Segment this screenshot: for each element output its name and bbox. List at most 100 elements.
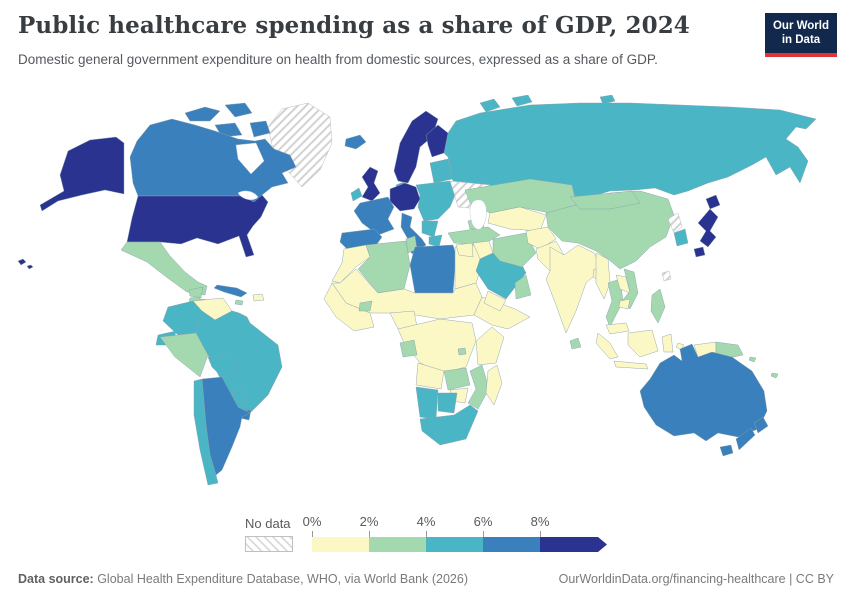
country-south-korea[interactable]	[673, 228, 689, 247]
country-baltics[interactable]	[429, 158, 453, 184]
country-north-korea[interactable]	[667, 212, 683, 234]
page-title: Public healthcare spending as a share of…	[18, 12, 690, 39]
country-canada-arctic[interactable]	[184, 102, 271, 138]
legend-bucket-4-6[interactable]	[426, 537, 483, 552]
legend-no-data: No data	[245, 516, 293, 552]
country-philippines[interactable]	[650, 288, 666, 324]
legend-color-bar[interactable]: 0% 2% 4% 6% 8%	[303, 514, 612, 552]
country-japan[interactable]	[693, 194, 721, 258]
legend-tick-label: 2%	[359, 514, 379, 529]
legend-bucket-8+[interactable]	[540, 537, 607, 552]
country-uk[interactable]	[361, 166, 381, 202]
country-sulawesi[interactable]	[661, 333, 674, 353]
caspian-sea	[469, 199, 487, 230]
country-east-africa[interactable]	[475, 326, 505, 366]
owid-logo[interactable]: Our World in Data	[765, 13, 837, 57]
country-libya[interactable]	[409, 244, 457, 294]
country-bolivia[interactable]	[207, 352, 243, 378]
country-mongolia[interactable]	[569, 190, 641, 210]
country-cuba[interactable]	[213, 284, 248, 298]
country-burkina-faso[interactable]	[358, 300, 373, 312]
country-madagascar[interactable]	[485, 364, 503, 406]
country-iran[interactable]	[492, 232, 537, 268]
legend-tick-mark	[540, 531, 541, 537]
map-legend: No data 0% 2% 4% 6% 8%	[245, 514, 612, 552]
legend-tick-mark	[483, 531, 484, 537]
data-source-text: Global Health Expenditure Database, WHO,…	[93, 572, 468, 586]
country-south-africa[interactable]	[419, 404, 479, 446]
country-rwanda[interactable]	[457, 347, 467, 356]
country-borneo[interactable]	[627, 329, 659, 358]
country-ireland[interactable]	[350, 187, 363, 202]
country-france[interactable]	[353, 196, 395, 236]
country-russia-islands[interactable]	[479, 94, 616, 113]
logo-line2: in Data	[781, 34, 821, 47]
owid-citation-link[interactable]: OurWorldinData.org/financing-healthcare …	[558, 572, 834, 586]
country-alaska[interactable]	[39, 136, 125, 212]
country-mexico[interactable]	[120, 241, 208, 296]
country-jamaica[interactable]	[234, 299, 244, 306]
country-taiwan[interactable]	[661, 270, 672, 282]
hudson-bay	[235, 142, 265, 175]
legend-tick-mark	[369, 531, 370, 537]
country-gabon[interactable]	[399, 339, 418, 358]
country-tasmania[interactable]	[719, 444, 734, 457]
country-cambodia[interactable]	[618, 298, 631, 310]
country-java[interactable]	[613, 360, 649, 370]
country-hispaniola[interactable]	[252, 293, 265, 302]
country-sri-lanka[interactable]	[569, 337, 582, 350]
logo-line1: Our World	[772, 20, 829, 32]
country-syria-jordan[interactable]	[455, 242, 474, 258]
country-yucatan[interactable]	[188, 286, 204, 299]
legend-tick-label: 4%	[416, 514, 436, 529]
country-peru[interactable]	[159, 332, 209, 378]
country-colombia[interactable]	[162, 300, 203, 336]
no-data-swatch[interactable]	[245, 536, 293, 552]
data-source-label: Data source:	[18, 572, 94, 586]
country-paraguay[interactable]	[233, 386, 249, 404]
country-myanmar[interactable]	[595, 252, 611, 300]
country-yemen[interactable]	[483, 290, 507, 312]
data-source: Data source: Global Health Expenditure D…	[18, 572, 468, 586]
country-chile[interactable]	[193, 378, 219, 486]
no-data-label: No data	[245, 516, 291, 531]
country-vietnam[interactable]	[621, 268, 639, 310]
country-fiji[interactable]	[770, 372, 779, 379]
country-zambia[interactable]	[443, 367, 471, 391]
country-namibia[interactable]	[415, 386, 439, 420]
country-italy[interactable]	[400, 212, 427, 250]
country-australia[interactable]	[639, 343, 768, 442]
country-mozambique[interactable]	[467, 364, 490, 410]
country-east-europe[interactable]	[415, 180, 457, 222]
country-west-africa[interactable]	[323, 282, 375, 332]
legend-tick-label: 6%	[473, 514, 493, 529]
legend-tick-mark	[312, 531, 313, 537]
world-map-svg[interactable]	[10, 94, 840, 505]
legend-bucket-6-8[interactable]	[483, 537, 540, 552]
legend-tick-label: 8%	[530, 514, 550, 529]
legend-bucket-2-4[interactable]	[369, 537, 426, 552]
legend-tick-label: 0%	[302, 514, 322, 529]
country-hawaii[interactable]	[17, 258, 34, 270]
legend-tick-mark	[426, 531, 427, 537]
country-greece[interactable]	[428, 234, 443, 248]
country-germany[interactable]	[389, 182, 421, 212]
country-new-zealand[interactable]	[735, 416, 769, 451]
country-oman[interactable]	[514, 274, 532, 300]
country-balkans[interactable]	[421, 220, 439, 238]
chart-footer: Data source: Global Health Expenditure D…	[18, 572, 834, 586]
legend-bucket-0-2[interactable]	[312, 537, 369, 552]
world-choropleth-map[interactable]	[10, 94, 840, 505]
great-lakes	[237, 190, 259, 200]
country-finland[interactable]	[425, 124, 449, 158]
country-angola[interactable]	[415, 362, 445, 390]
country-malaysia[interactable]	[605, 322, 630, 335]
country-india[interactable]	[545, 244, 603, 334]
country-turkey[interactable]	[447, 226, 501, 246]
country-iceland[interactable]	[344, 134, 367, 150]
country-sumatra[interactable]	[595, 332, 619, 360]
country-botswana[interactable]	[437, 392, 458, 414]
country-solomon-islands[interactable]	[748, 356, 757, 363]
chart-subtitle: Domestic general government expenditure …	[18, 52, 658, 67]
